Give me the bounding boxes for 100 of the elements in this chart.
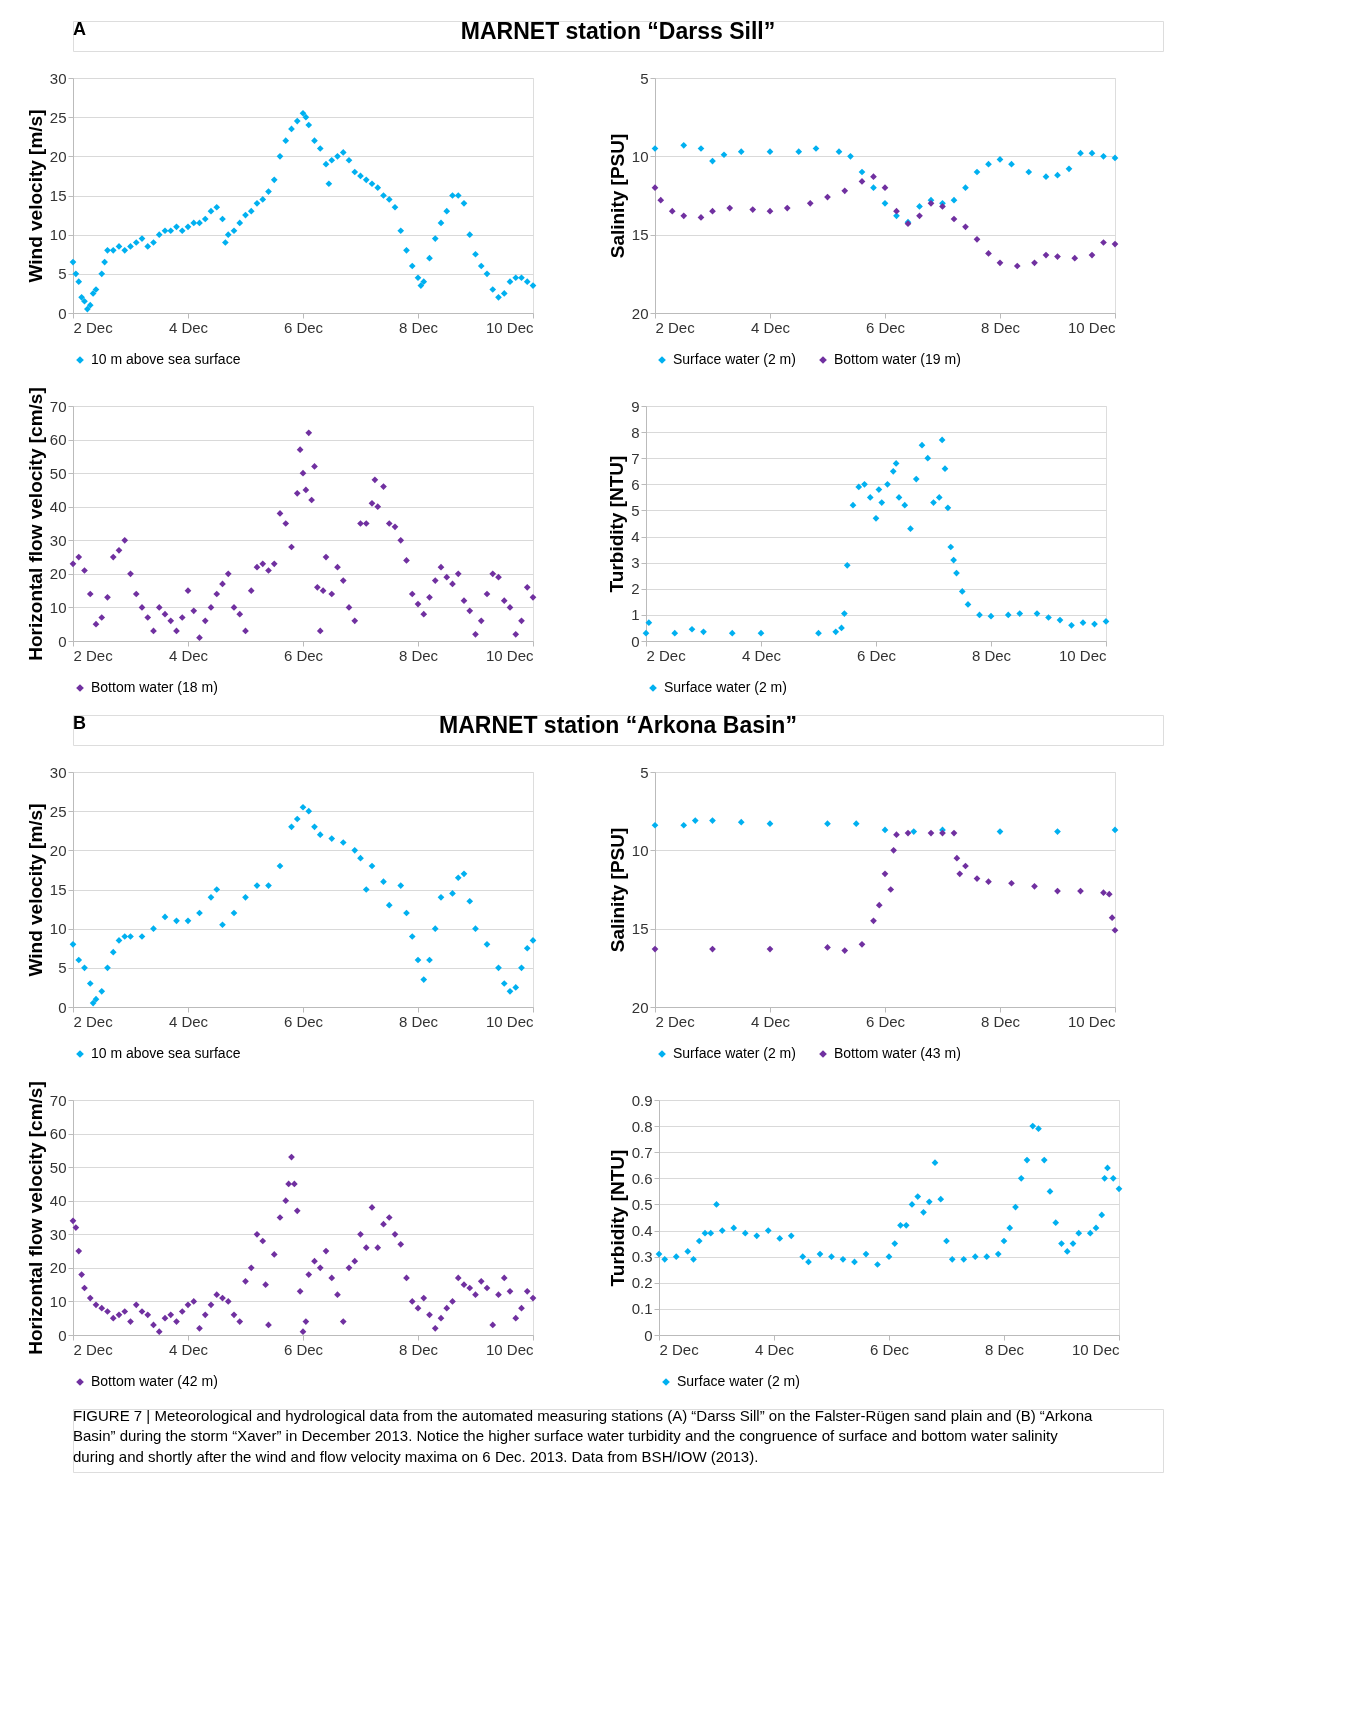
y-tick-label: 0.4 (631, 1222, 653, 1240)
y-tick-label: 20 (49, 147, 67, 165)
x-tick-label: 10 Dec (485, 646, 534, 664)
x-tick-label: 4 Dec (750, 1012, 791, 1030)
x-tick-label: 8 Dec (398, 1340, 439, 1358)
y-axis-title: Wind velocity [m/s] (24, 109, 46, 283)
y-tick-label: 5 (58, 265, 67, 283)
y-tick-label: 10 (49, 1292, 67, 1310)
y-tick-label: 30 (49, 1225, 67, 1243)
text: A (73, 19, 86, 39)
y-tick-label: 20 (49, 565, 67, 583)
x-tick-label: 8 Dec (398, 1012, 439, 1030)
y-axis-title: Wind velocity [m/s] (24, 803, 46, 977)
y-tick-label: 30 (49, 763, 67, 781)
x-tick-label: 10 Dec (1071, 1340, 1120, 1358)
y-tick-label: 10 (49, 226, 67, 244)
y-tick-label: 25 (49, 802, 67, 820)
y-tick-label: 0 (58, 304, 67, 322)
y-tick-label: 0 (644, 1326, 653, 1344)
y-tick-label: 2 (631, 580, 640, 598)
x-tick-label: 8 Dec (398, 318, 439, 336)
x-tick-label: 6 Dec (283, 1340, 324, 1358)
text: MARNET station “Darss Sill” (460, 18, 776, 44)
legend-label: Bottom water (42 m) (91, 1373, 218, 1389)
x-tick-label: 10 Dec (485, 1340, 534, 1358)
x-tick-label: 6 Dec (869, 1340, 910, 1358)
x-tick-label: 2 Dec (73, 318, 114, 336)
legend-label: Surface water (2 m) (673, 351, 796, 367)
x-tick-label: 8 Dec (971, 646, 1012, 664)
y-tick-label: 5 (640, 69, 649, 87)
y-tick-label: 0.9 (631, 1091, 653, 1109)
y-axis-title: Salinity [PSU] (606, 133, 628, 259)
y-tick-label: 5 (631, 501, 640, 519)
y-tick-label: 10 (49, 920, 67, 938)
y-tick-label: 6 (631, 475, 640, 493)
y-tick-label: 20 (49, 1259, 67, 1277)
x-tick-label: 6 Dec (865, 318, 906, 336)
x-tick-label: 2 Dec (646, 646, 687, 664)
y-axis-title: Horizontal flow velocity [cm/s] (24, 1081, 46, 1355)
y-tick-label: 4 (631, 528, 640, 546)
x-tick-label: 6 Dec (283, 318, 324, 336)
y-tick-label: 0 (58, 632, 67, 650)
y-tick-label: 5 (640, 763, 649, 781)
x-tick-label: 4 Dec (741, 646, 782, 664)
x-tick-label: 6 Dec (283, 646, 324, 664)
y-tick-label: 60 (49, 1125, 67, 1143)
legend-label: Surface water (2 m) (664, 679, 787, 695)
legend-label: Bottom water (19 m) (834, 351, 961, 367)
y-tick-label: 3 (631, 554, 640, 572)
y-tick-label: 0.3 (631, 1248, 653, 1266)
x-tick-label: 2 Dec (655, 318, 696, 336)
x-tick-label: 4 Dec (750, 318, 791, 336)
y-tick-label: 15 (631, 920, 649, 938)
y-tick-label: 15 (49, 881, 67, 898)
y-axis-title: Turbidity [NTU] (606, 1149, 628, 1287)
y-tick-label: 10 (631, 147, 649, 165)
y-axis-title: Horizontal flow velocity [cm/s] (24, 387, 46, 661)
y-tick-label: 50 (49, 1158, 67, 1176)
y-tick-label: 8 (631, 423, 640, 441)
y-tick-label: 0.5 (631, 1195, 653, 1213)
x-tick-label: 6 Dec (856, 646, 897, 664)
x-tick-label: 8 Dec (984, 1340, 1025, 1358)
y-tick-label: 40 (49, 1192, 67, 1210)
x-tick-label: 4 Dec (168, 318, 209, 336)
x-tick-label: 10 Dec (1058, 646, 1107, 664)
x-tick-label: 8 Dec (398, 646, 439, 664)
y-tick-label: 30 (49, 69, 67, 87)
x-tick-label: 6 Dec (865, 1012, 906, 1030)
y-tick-label: 20 (49, 841, 67, 859)
x-tick-label: 8 Dec (980, 1012, 1021, 1030)
y-tick-label: 40 (49, 498, 67, 516)
y-tick-label: 10 (631, 841, 649, 859)
y-tick-label: 0.2 (631, 1274, 653, 1292)
x-tick-label: 4 Dec (754, 1340, 795, 1358)
x-tick-label: 8 Dec (980, 318, 1021, 336)
legend-label: 10 m above sea surface (91, 1045, 241, 1061)
x-tick-label: 2 Dec (659, 1340, 700, 1358)
y-tick-label: 7 (631, 449, 640, 467)
y-tick-label: 60 (49, 431, 67, 449)
y-tick-label: 0.7 (631, 1143, 653, 1161)
legend-label: 10 m above sea surface (91, 351, 241, 367)
y-tick-label: 0 (58, 1326, 67, 1344)
x-tick-label: 6 Dec (283, 1012, 324, 1030)
y-tick-label: 0 (631, 632, 640, 650)
text: MARNET station “Arkona Basin” (439, 712, 797, 738)
legend-label: Bottom water (18 m) (91, 679, 218, 695)
y-tick-label: 50 (49, 464, 67, 482)
y-tick-label: 15 (49, 187, 67, 204)
x-tick-label: 2 Dec (73, 646, 114, 664)
x-tick-label: 10 Dec (1067, 318, 1116, 336)
y-tick-label: 30 (49, 531, 67, 549)
y-tick-label: 5 (58, 959, 67, 977)
x-tick-label: 10 Dec (1067, 1012, 1116, 1030)
x-tick-label: 2 Dec (73, 1012, 114, 1030)
y-tick-label: 1 (631, 606, 640, 624)
y-tick-label: 9 (631, 397, 640, 415)
y-tick-label: 20 (631, 998, 649, 1016)
y-tick-label: 0 (58, 998, 67, 1016)
x-tick-label: 4 Dec (168, 646, 209, 664)
legend-label: Surface water (2 m) (673, 1045, 796, 1061)
